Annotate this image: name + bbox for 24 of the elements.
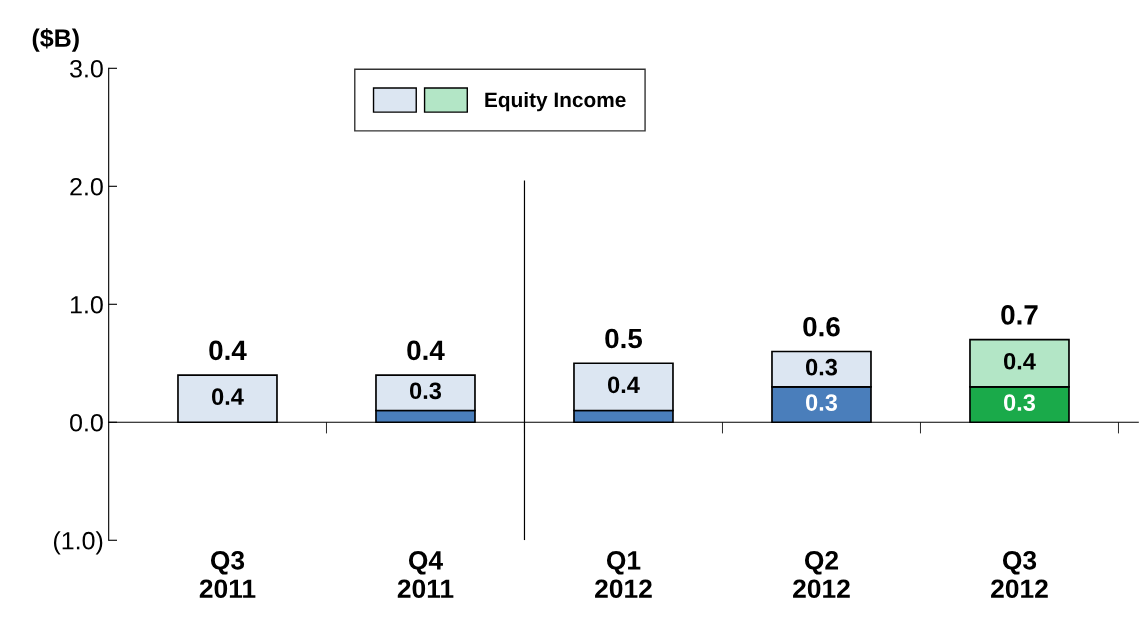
data-label: 0.3	[1004, 394, 1036, 411]
data-label: 0.3	[806, 394, 838, 411]
x-tick-label: Q3 2011	[199, 550, 256, 599]
legend-label: Equity Income	[485, 91, 626, 112]
total-label: 0.6	[803, 316, 840, 337]
data-label: 0.4	[1004, 352, 1036, 370]
x-tick-label: Q2 2012	[793, 550, 850, 599]
data-label: 0.3	[806, 358, 838, 376]
x-tick-label: Q1 2012	[595, 550, 652, 599]
data-label: 0.3	[410, 382, 442, 400]
data-label: 0.4	[608, 376, 640, 394]
y-axis-title: ($B)	[32, 28, 79, 52]
x-tick-label: Q4 2011	[397, 550, 454, 599]
y-tick-label: 1.0	[70, 295, 103, 314]
x-tick-label: Q3 2012	[991, 550, 1048, 599]
data-label: 0.4	[212, 388, 244, 406]
total-label: 0.5	[605, 328, 643, 349]
y-tick-label: (1.0)	[53, 531, 103, 555]
y-tick-label: 2.0	[70, 177, 103, 196]
y-tick-label: 3.0	[70, 59, 103, 78]
y-tick-label: 0.0	[70, 413, 103, 432]
total-label: 0.7	[1001, 305, 1038, 325]
total-label: 0.4	[407, 340, 445, 361]
total-label: 0.4	[209, 340, 247, 361]
